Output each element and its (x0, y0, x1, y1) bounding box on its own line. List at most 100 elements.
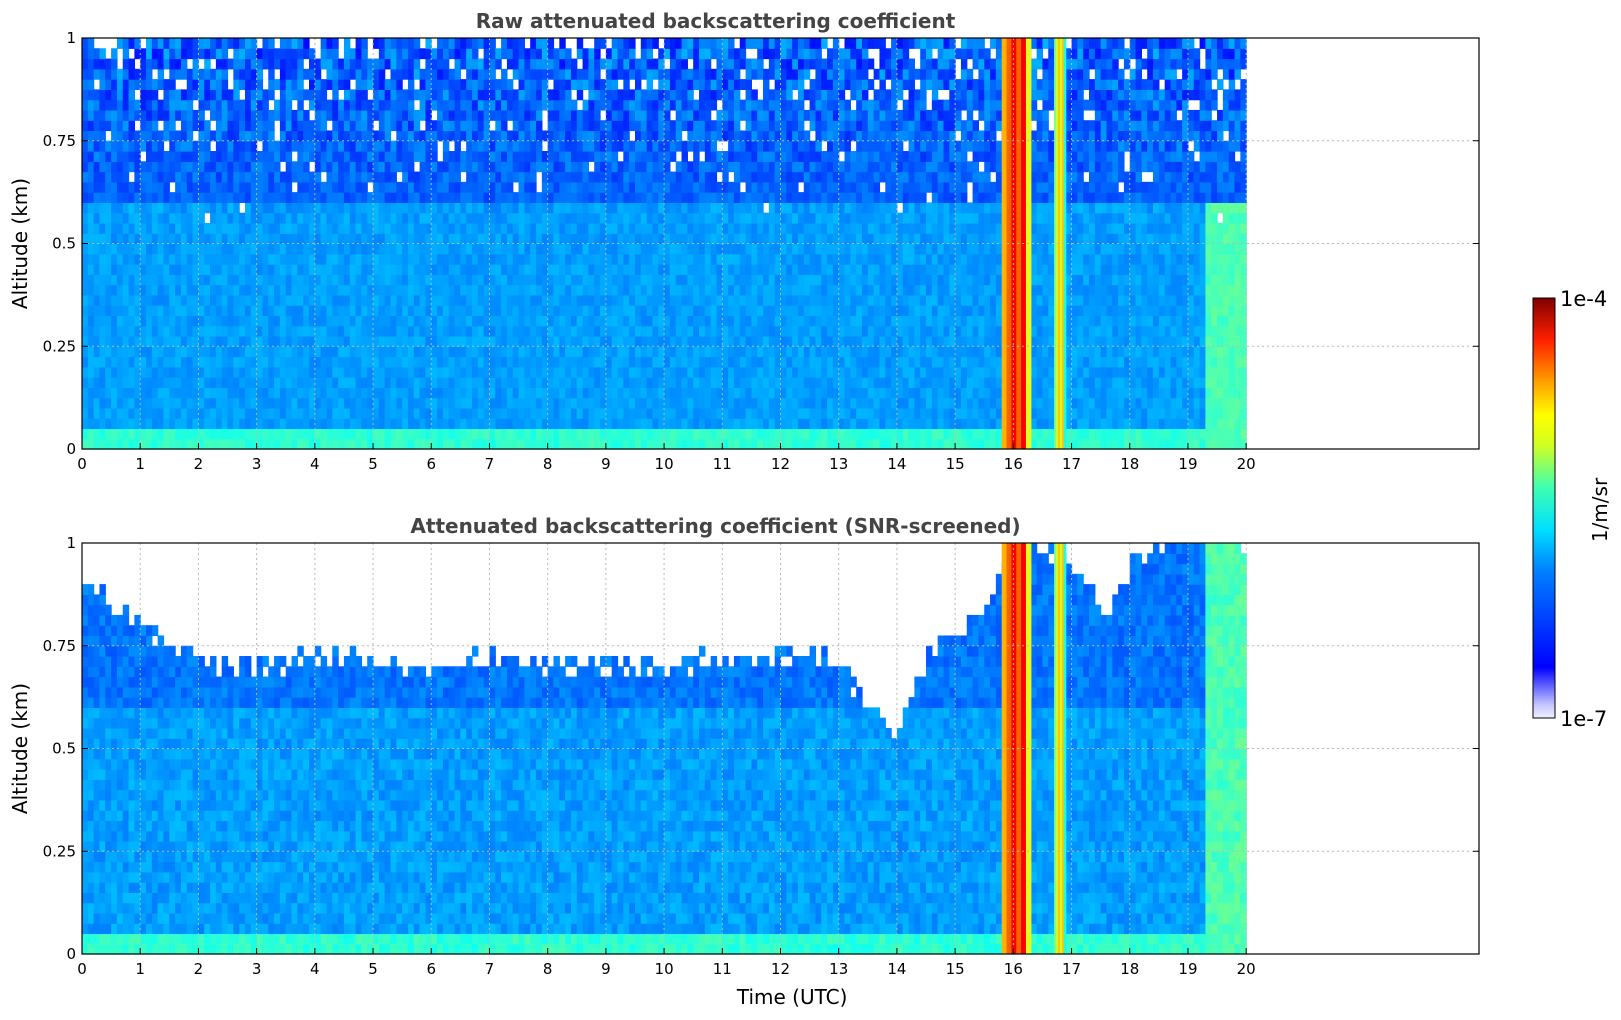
heatmap-cell (809, 264, 817, 275)
heatmap-cell (803, 151, 811, 162)
heatmap-cell (821, 264, 828, 275)
heatmap-cell (576, 253, 584, 265)
heatmap-cell (646, 325, 654, 337)
heatmap-cell (291, 68, 298, 80)
heatmap-cell (361, 151, 368, 162)
heatmap-cell (792, 407, 799, 419)
heatmap-cell (582, 212, 590, 224)
heatmap-cell (559, 192, 566, 204)
heatmap-cell (402, 387, 409, 399)
heatmap-cell (477, 192, 485, 204)
heatmap-cell (390, 38, 397, 49)
heatmap-cell (227, 151, 234, 162)
heatmap-cell (489, 418, 496, 430)
heatmap-cell (693, 212, 700, 224)
heatmap-cell (291, 294, 298, 306)
heatmap-cell (338, 274, 345, 286)
heatmap-cell (809, 325, 817, 337)
heatmap-cell (349, 294, 357, 306)
heatmap-cell (472, 294, 479, 306)
heatmap-cell (693, 264, 700, 275)
heatmap-cell (268, 428, 275, 440)
heatmap-cell (506, 428, 514, 440)
heatmap-cell (349, 109, 357, 121)
heatmap-cell (768, 377, 776, 388)
heatmap-cell (751, 202, 758, 214)
heatmap-cell (122, 407, 130, 419)
heatmap-cell (163, 171, 170, 183)
heatmap-cell (244, 181, 252, 193)
heatmap-cell (466, 109, 473, 121)
heatmap-cell (169, 407, 176, 419)
heatmap-cell (617, 387, 624, 399)
heatmap-cell (681, 192, 688, 204)
heatmap-cell (803, 253, 811, 265)
heatmap-cell (640, 181, 648, 193)
heatmap-cell (140, 161, 147, 173)
heatmap-cell (634, 346, 642, 358)
heatmap-cell (768, 222, 776, 234)
heatmap-cell (675, 294, 683, 306)
heatmap-cell (600, 335, 607, 347)
heatmap-cell (588, 274, 595, 286)
heatmap-cell (146, 305, 153, 317)
heatmap-cell (175, 38, 182, 49)
heatmap-cell (669, 387, 677, 399)
heatmap-cell (204, 48, 211, 60)
heatmap-cell (413, 89, 421, 101)
heatmap-cell (361, 161, 368, 173)
heatmap-cell (303, 38, 310, 49)
heatmap-cell (116, 366, 124, 378)
heatmap-cell (221, 151, 229, 162)
heatmap-cell (728, 284, 735, 296)
heatmap-cell (268, 438, 275, 450)
heatmap-cell (832, 335, 840, 347)
heatmap-cell (431, 212, 438, 224)
heatmap-cell (262, 202, 269, 214)
heatmap-cell (122, 212, 130, 224)
heatmap-cell (303, 151, 310, 162)
heatmap-cell (210, 264, 217, 275)
heatmap-cell (774, 305, 782, 317)
heatmap-cell (285, 99, 293, 111)
heatmap-cell (786, 202, 793, 214)
heatmap-cell (669, 181, 677, 193)
heatmap-cell (221, 140, 229, 152)
heatmap-cell (186, 120, 194, 132)
heatmap-cell (797, 407, 805, 419)
heatmap-cell (373, 356, 380, 368)
heatmap-cell (314, 99, 322, 111)
heatmap-cell (821, 274, 828, 286)
heatmap-cell (716, 387, 723, 399)
heatmap-cell (710, 428, 718, 440)
heatmap-cell (652, 192, 659, 204)
heatmap-cell (774, 140, 782, 152)
heatmap-cell (501, 233, 508, 245)
heatmap-cell (349, 58, 357, 70)
heatmap-cell (466, 407, 473, 419)
heatmap-cell (547, 233, 555, 245)
heatmap-cell (122, 428, 130, 440)
heatmap-cell (175, 418, 182, 430)
heatmap-cell (524, 305, 531, 317)
heatmap-cell (221, 438, 229, 450)
heatmap-cell (664, 202, 671, 214)
heatmap-cell (716, 305, 723, 317)
heatmap-cell (128, 387, 135, 399)
heatmap-cell (227, 356, 234, 368)
heatmap-cell (553, 68, 560, 80)
heatmap-cell (192, 325, 200, 337)
heatmap-cell (122, 99, 130, 111)
heatmap-cell (215, 130, 223, 142)
heatmap-cell (576, 366, 584, 378)
heatmap-cell (343, 418, 351, 430)
heatmap-cell (722, 335, 729, 347)
heatmap-cell (751, 377, 758, 388)
heatmap-cell (157, 315, 165, 327)
heatmap-cell (466, 140, 473, 152)
heatmap-cell (809, 243, 817, 255)
heatmap-cell (757, 192, 764, 204)
heatmap-cell (629, 377, 636, 388)
heatmap-cell (536, 222, 543, 234)
heatmap-cell (652, 253, 659, 265)
